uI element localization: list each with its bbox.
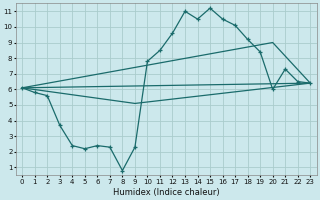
- X-axis label: Humidex (Indice chaleur): Humidex (Indice chaleur): [113, 188, 220, 197]
